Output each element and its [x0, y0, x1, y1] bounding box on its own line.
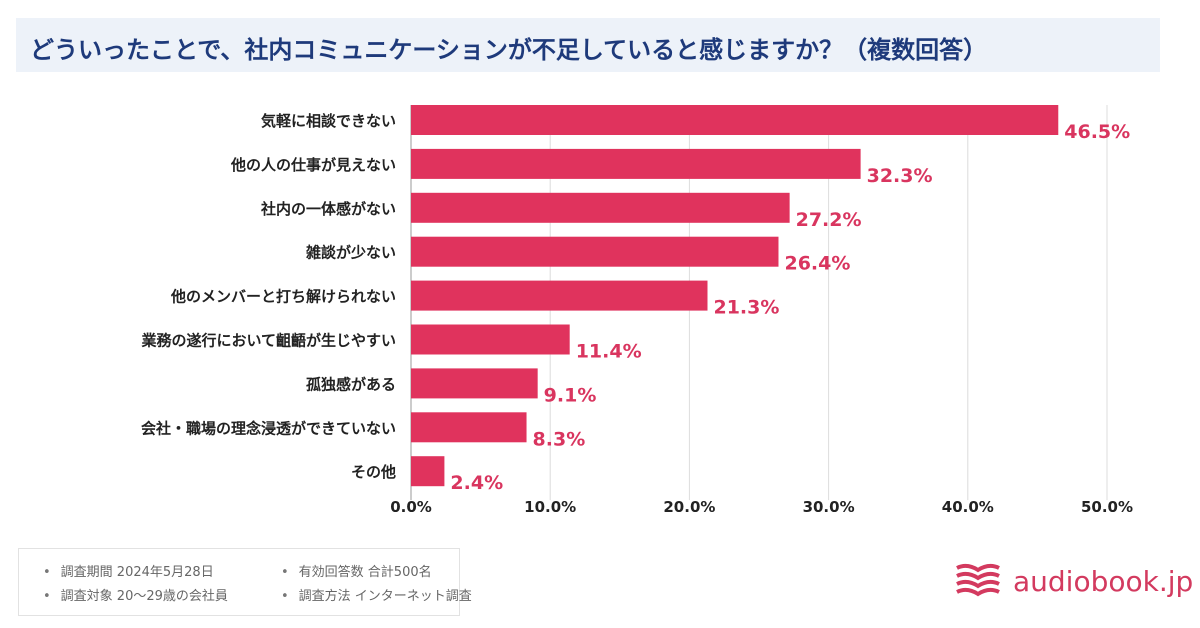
x-tick-label: 50.0% [1081, 498, 1133, 516]
category-label: 業務の遂行において齟齬が生じやすい [140, 332, 396, 350]
bar [411, 456, 445, 487]
x-tick-label: 10.0% [524, 498, 576, 516]
category-label: 雑談が少ない [305, 244, 396, 262]
bar [411, 105, 1059, 135]
data-label: 2.4% [450, 472, 503, 494]
category-label: 孤独感がある [306, 375, 396, 393]
category-label: その他 [351, 463, 396, 481]
valid-responses: 有効回答数 合計500名 [281, 561, 432, 580]
survey-target: 調査対象 20〜29歳の会社員 [43, 585, 228, 604]
x-tick-label: 20.0% [663, 498, 715, 516]
book-icon [956, 563, 1000, 597]
bar [411, 412, 527, 443]
bar [411, 280, 708, 311]
category-label: 他の人の仕事が見えない [230, 156, 396, 174]
survey-info-box: 調査期間 2024年5月28日 調査対象 20〜29歳の会社員 有効回答数 合計… [18, 548, 472, 616]
x-tick-label: 0.0% [390, 498, 432, 516]
data-label: 32.3% [867, 165, 933, 187]
data-label: 21.3% [713, 297, 779, 319]
category-label: 他のメンバーと打ち解けられない [170, 288, 396, 306]
survey-method: 調査方法 インターネット調査 [281, 585, 472, 604]
category-label: 気軽に相談できない [261, 112, 396, 130]
category-label: 会社・職場の理念浸透ができていない [141, 419, 396, 437]
audiobook-logo: audiobook.jp [955, 563, 1193, 599]
data-label: 46.5% [1064, 121, 1130, 143]
logo-text: audiobook.jp [1013, 564, 1194, 598]
data-label: 27.2% [796, 209, 862, 231]
category-label: 社内の一体感がない [260, 200, 396, 218]
bar [411, 368, 538, 399]
bar-chart: 0.0% 10.0% 20.0% 30.0% 40.0% 50.0% 気軽に相談できない 46… [140, 105, 1133, 516]
bar [411, 236, 779, 267]
chart-title: どういったことで、社内コミュニケーションが不足していると感じますか？（複数回答） [30, 36, 988, 64]
x-tick-label: 40.0% [942, 498, 994, 516]
data-label: 8.3% [533, 428, 586, 450]
bar [411, 192, 790, 223]
title-bar: どういったことで、社内コミュニケーションが不足していると感じますか？（複数回答） [16, 18, 1160, 72]
bar [411, 324, 570, 355]
data-label: 9.1% [544, 384, 597, 406]
survey-period: 調査期間 2024年5月28日 [43, 561, 214, 580]
bar [411, 148, 861, 179]
data-label: 26.4% [784, 253, 850, 275]
data-label: 11.4% [576, 341, 642, 363]
x-tick-label: 30.0% [803, 498, 855, 516]
